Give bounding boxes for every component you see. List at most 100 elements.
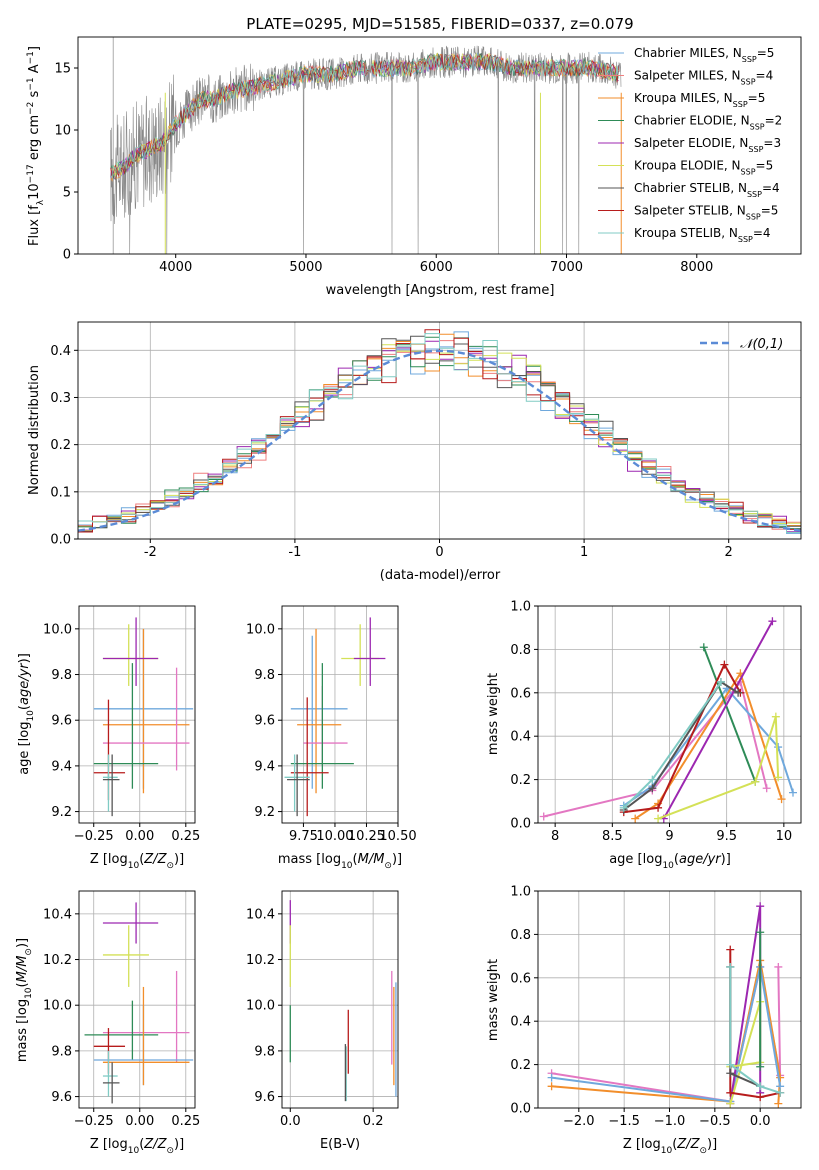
legend-label: Kroupa STELIB, NSSP=4 — [634, 226, 771, 244]
x-tick-label: −1.0 — [654, 1114, 686, 1129]
x-tick-label: 0.0 — [280, 1114, 301, 1129]
y-tick-label: 9.6 — [51, 1090, 72, 1105]
label-part: )] — [707, 1137, 717, 1152]
x-tick-label: 1 — [580, 545, 588, 560]
mass-weight-marker — [726, 1069, 735, 1078]
label-part: )] — [17, 653, 32, 663]
x-tick-label: 10 — [776, 829, 793, 844]
label-part: M/M — [15, 956, 30, 983]
x-tick-label: 0.2 — [363, 1114, 384, 1129]
x-tick-label: 0.25 — [171, 829, 200, 844]
data-layer-massweight_vs_Z — [547, 902, 785, 1108]
model-spectrum — [110, 52, 619, 177]
axes-frame — [281, 890, 399, 1109]
label-part: −1 — [26, 77, 36, 90]
legend-label-part: =4 — [762, 181, 780, 195]
label-part: )] — [721, 852, 731, 867]
y-tick-label: 10.0 — [43, 999, 72, 1014]
x-tick-label: 9.5 — [716, 829, 737, 844]
mass-weight-line — [634, 670, 783, 820]
legend-label: Salpeter ELODIE, NSSP=3 — [634, 136, 781, 154]
mass-weight-marker — [726, 1099, 735, 1108]
label-part: 10 — [24, 987, 34, 999]
legend-label-part: SSP — [746, 212, 761, 221]
mass-weight-marker — [726, 962, 735, 971]
axes-frame — [78, 890, 196, 1109]
label-part: ( — [674, 852, 679, 867]
label-part: M/M — [358, 852, 385, 867]
mass-weight-line — [623, 662, 742, 814]
axes-mass_vs_EBV: 0.0 0.2 9.6 9.8 10.0 10.2 10.4 E(B-V) — [246, 890, 399, 1152]
x-tick-label: -2 — [144, 545, 157, 560]
label-part: Z/Z — [143, 1137, 167, 1152]
y-tick-label: 0.3 — [50, 391, 71, 406]
y-tick-label: 0.2 — [510, 1058, 531, 1073]
legend-label-part: SSP — [733, 100, 748, 109]
x-axis-label: wavelength [Angstrom, rest frame] — [326, 283, 555, 298]
legend-label: Salpeter STELIB, NSSP=5 — [634, 204, 778, 222]
figure-title: PLATE=0295, MJD=51585, FIBERID=0337, z=0… — [246, 15, 633, 33]
legend-label-part: =5 — [757, 46, 775, 60]
mass-weight-marker — [631, 814, 640, 823]
legend-label-part: =5 — [761, 204, 779, 218]
label-part: mass [log — [15, 999, 30, 1062]
y-tick-label: 0.4 — [510, 1015, 531, 1030]
legend-label-part: =3 — [763, 136, 781, 150]
legend-label: Kroupa MILES, NSSP=5 — [634, 91, 765, 109]
x-tick-label: −0.25 — [74, 829, 114, 844]
mass-weight-line — [702, 646, 757, 783]
y-tick-label: 9.2 — [51, 805, 72, 820]
label-part: Z/Z — [143, 852, 167, 867]
legend-label: Chabrier STELIB, NSSP=4 — [634, 181, 780, 199]
legend-label-part: Kroupa ELODIE, N — [634, 159, 741, 173]
y-tick-label: 1.0 — [510, 600, 531, 615]
mass-weight-marker — [768, 617, 777, 626]
label-part: Z [log — [90, 852, 128, 867]
y-tick-label: 0.8 — [510, 643, 531, 658]
y-axis-label: mass weight — [486, 673, 501, 755]
legend-label: Salpeter MILES, NSSP=4 — [634, 69, 773, 87]
label-part: ( — [139, 852, 144, 867]
mass-weight-marker — [756, 928, 765, 937]
label-part: ( — [15, 982, 30, 987]
y-tick-label: 9.8 — [51, 668, 72, 683]
y-axis-label: age [log10(age/yr)] — [17, 653, 36, 775]
x-tick-label: 0.00 — [125, 1114, 154, 1129]
label-part: Z/Z — [676, 1137, 700, 1152]
y-tick-label: 5 — [63, 186, 71, 201]
y-axis-label: mass weight — [486, 959, 501, 1041]
label-part: −2 — [26, 102, 36, 115]
legend-label-part: Chabrier ELODIE, N — [634, 114, 750, 128]
model-spectrum — [110, 53, 619, 178]
axes-frame — [281, 605, 399, 824]
mass-weight-marker — [547, 1082, 556, 1091]
x-tick-label: −0.25 — [74, 1114, 114, 1129]
mass-weight-marker — [771, 712, 780, 721]
axes-age_vs_Z: −0.25 0.00 0.259.29.49.69.810.0Z [log10(Z/… — [17, 605, 200, 871]
mass-weight-marker — [619, 803, 628, 812]
legend-label-part: SSP — [742, 55, 757, 64]
legend-label-part: Chabrier STELIB, N — [634, 181, 747, 195]
x-tick-label: 0 — [435, 545, 443, 560]
label-part: )] — [174, 1137, 184, 1152]
label-part: 10 — [662, 861, 674, 871]
mass-weight-marker — [776, 1073, 785, 1082]
label-part: age [log — [17, 722, 32, 775]
mass-weight-marker — [776, 1088, 785, 1097]
label-part: erg cm — [27, 115, 42, 164]
mass-weight-line — [543, 679, 768, 818]
legend-label: 𝒩(0,1) — [740, 337, 783, 352]
x-tick-label: 10.25 — [348, 829, 385, 844]
axes-residuals: -2 -1 0 1 2 0.0 0.1 0.2 0.3 0.4 𝒩(0,1) (data-model)… — [27, 321, 802, 583]
y-tick-label: 0.0 — [510, 1102, 531, 1117]
x-axis-label: (data-model)/error — [380, 568, 501, 583]
y-tick-label: 9.8 — [254, 1044, 275, 1059]
y-tick-label: 10.2 — [246, 953, 275, 968]
label-part: 10 — [128, 861, 140, 871]
legend-label-part: Kroupa STELIB, N — [634, 226, 738, 240]
y-tick-label: 0.6 — [510, 971, 531, 986]
y-tick-label: 0.8 — [510, 928, 531, 943]
legend-label-part: SSP — [750, 122, 765, 131]
